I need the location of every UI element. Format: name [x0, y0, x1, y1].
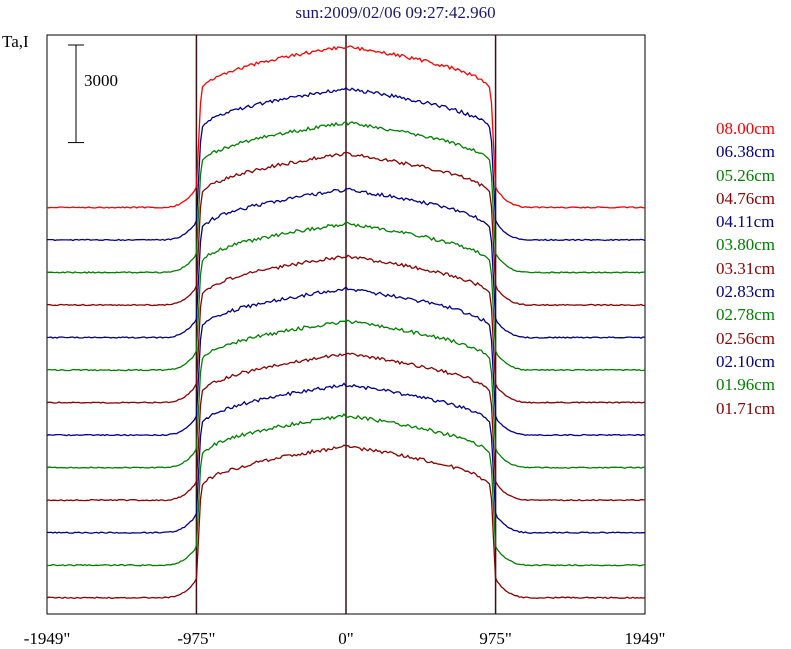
x-tick-label: 0" [338, 629, 353, 648]
series-line-01.71cm [46, 444, 646, 599]
series-line-01.96cm [46, 413, 646, 567]
x-tick-label: 975" [479, 629, 511, 648]
y-axis-label: Ta,I [2, 32, 29, 51]
legend-item: 02.56cm [716, 328, 776, 348]
series-line-03.31cm [46, 254, 646, 404]
x-tick-label: -975" [177, 629, 215, 648]
legend-item: 03.31cm [716, 258, 776, 278]
x-tick-label: -1949" [24, 629, 71, 648]
series-line-02.10cm [46, 382, 646, 534]
chart-title: sun:2009/02/06 09:27:42.960 [295, 3, 496, 22]
legend-item: 04.76cm [716, 188, 776, 208]
x-tick-label: 1949" [625, 629, 666, 648]
legend-item: 03.80cm [716, 235, 776, 255]
legend-item: 02.83cm [716, 282, 776, 302]
series-line-02.78cm [46, 319, 645, 469]
series-line-08.00cm [46, 45, 646, 209]
legend-item: 01.96cm [716, 375, 776, 395]
series-line-04.76cm [46, 151, 646, 307]
legend-item: 02.10cm [716, 351, 776, 371]
series-line-06.38cm [47, 86, 646, 242]
legend-item: 05.26cm [716, 165, 776, 185]
series-line-04.11cm [46, 187, 646, 339]
series-line-03.80cm [46, 221, 646, 372]
legend-item: 06.38cm [716, 142, 776, 162]
series-line-05.26cm [46, 121, 646, 274]
series-line-02.83cm [46, 286, 646, 437]
scale-bar-label: 3000 [84, 71, 118, 90]
series-line-02.56cm [46, 352, 646, 502]
legend-item: 02.78cm [716, 305, 776, 325]
legend-item: 04.11cm [716, 212, 775, 232]
legend-item: 01.71cm [716, 398, 776, 418]
legend-item: 08.00cm [716, 119, 776, 138]
legend: 08.00cm 06.38cm 05.26cm 04.76cm 04.11cm 03.80… [716, 117, 775, 420]
